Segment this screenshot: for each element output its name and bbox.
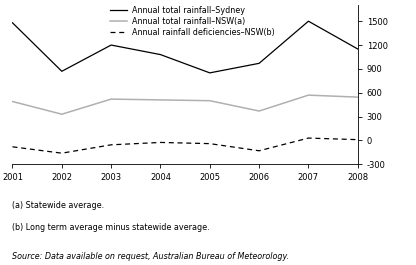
Text: (a) Statewide average.: (a) Statewide average. bbox=[12, 201, 104, 210]
Text: (b) Long term average minus statewide average.: (b) Long term average minus statewide av… bbox=[12, 223, 210, 232]
Text: Source: Data available on request, Australian Bureau of Meteorology.: Source: Data available on request, Austr… bbox=[12, 252, 290, 261]
Legend: Annual total rainfall–Sydney, Annual total rainfall–NSW(a), Annual rainfall defi: Annual total rainfall–Sydney, Annual tot… bbox=[110, 6, 274, 37]
